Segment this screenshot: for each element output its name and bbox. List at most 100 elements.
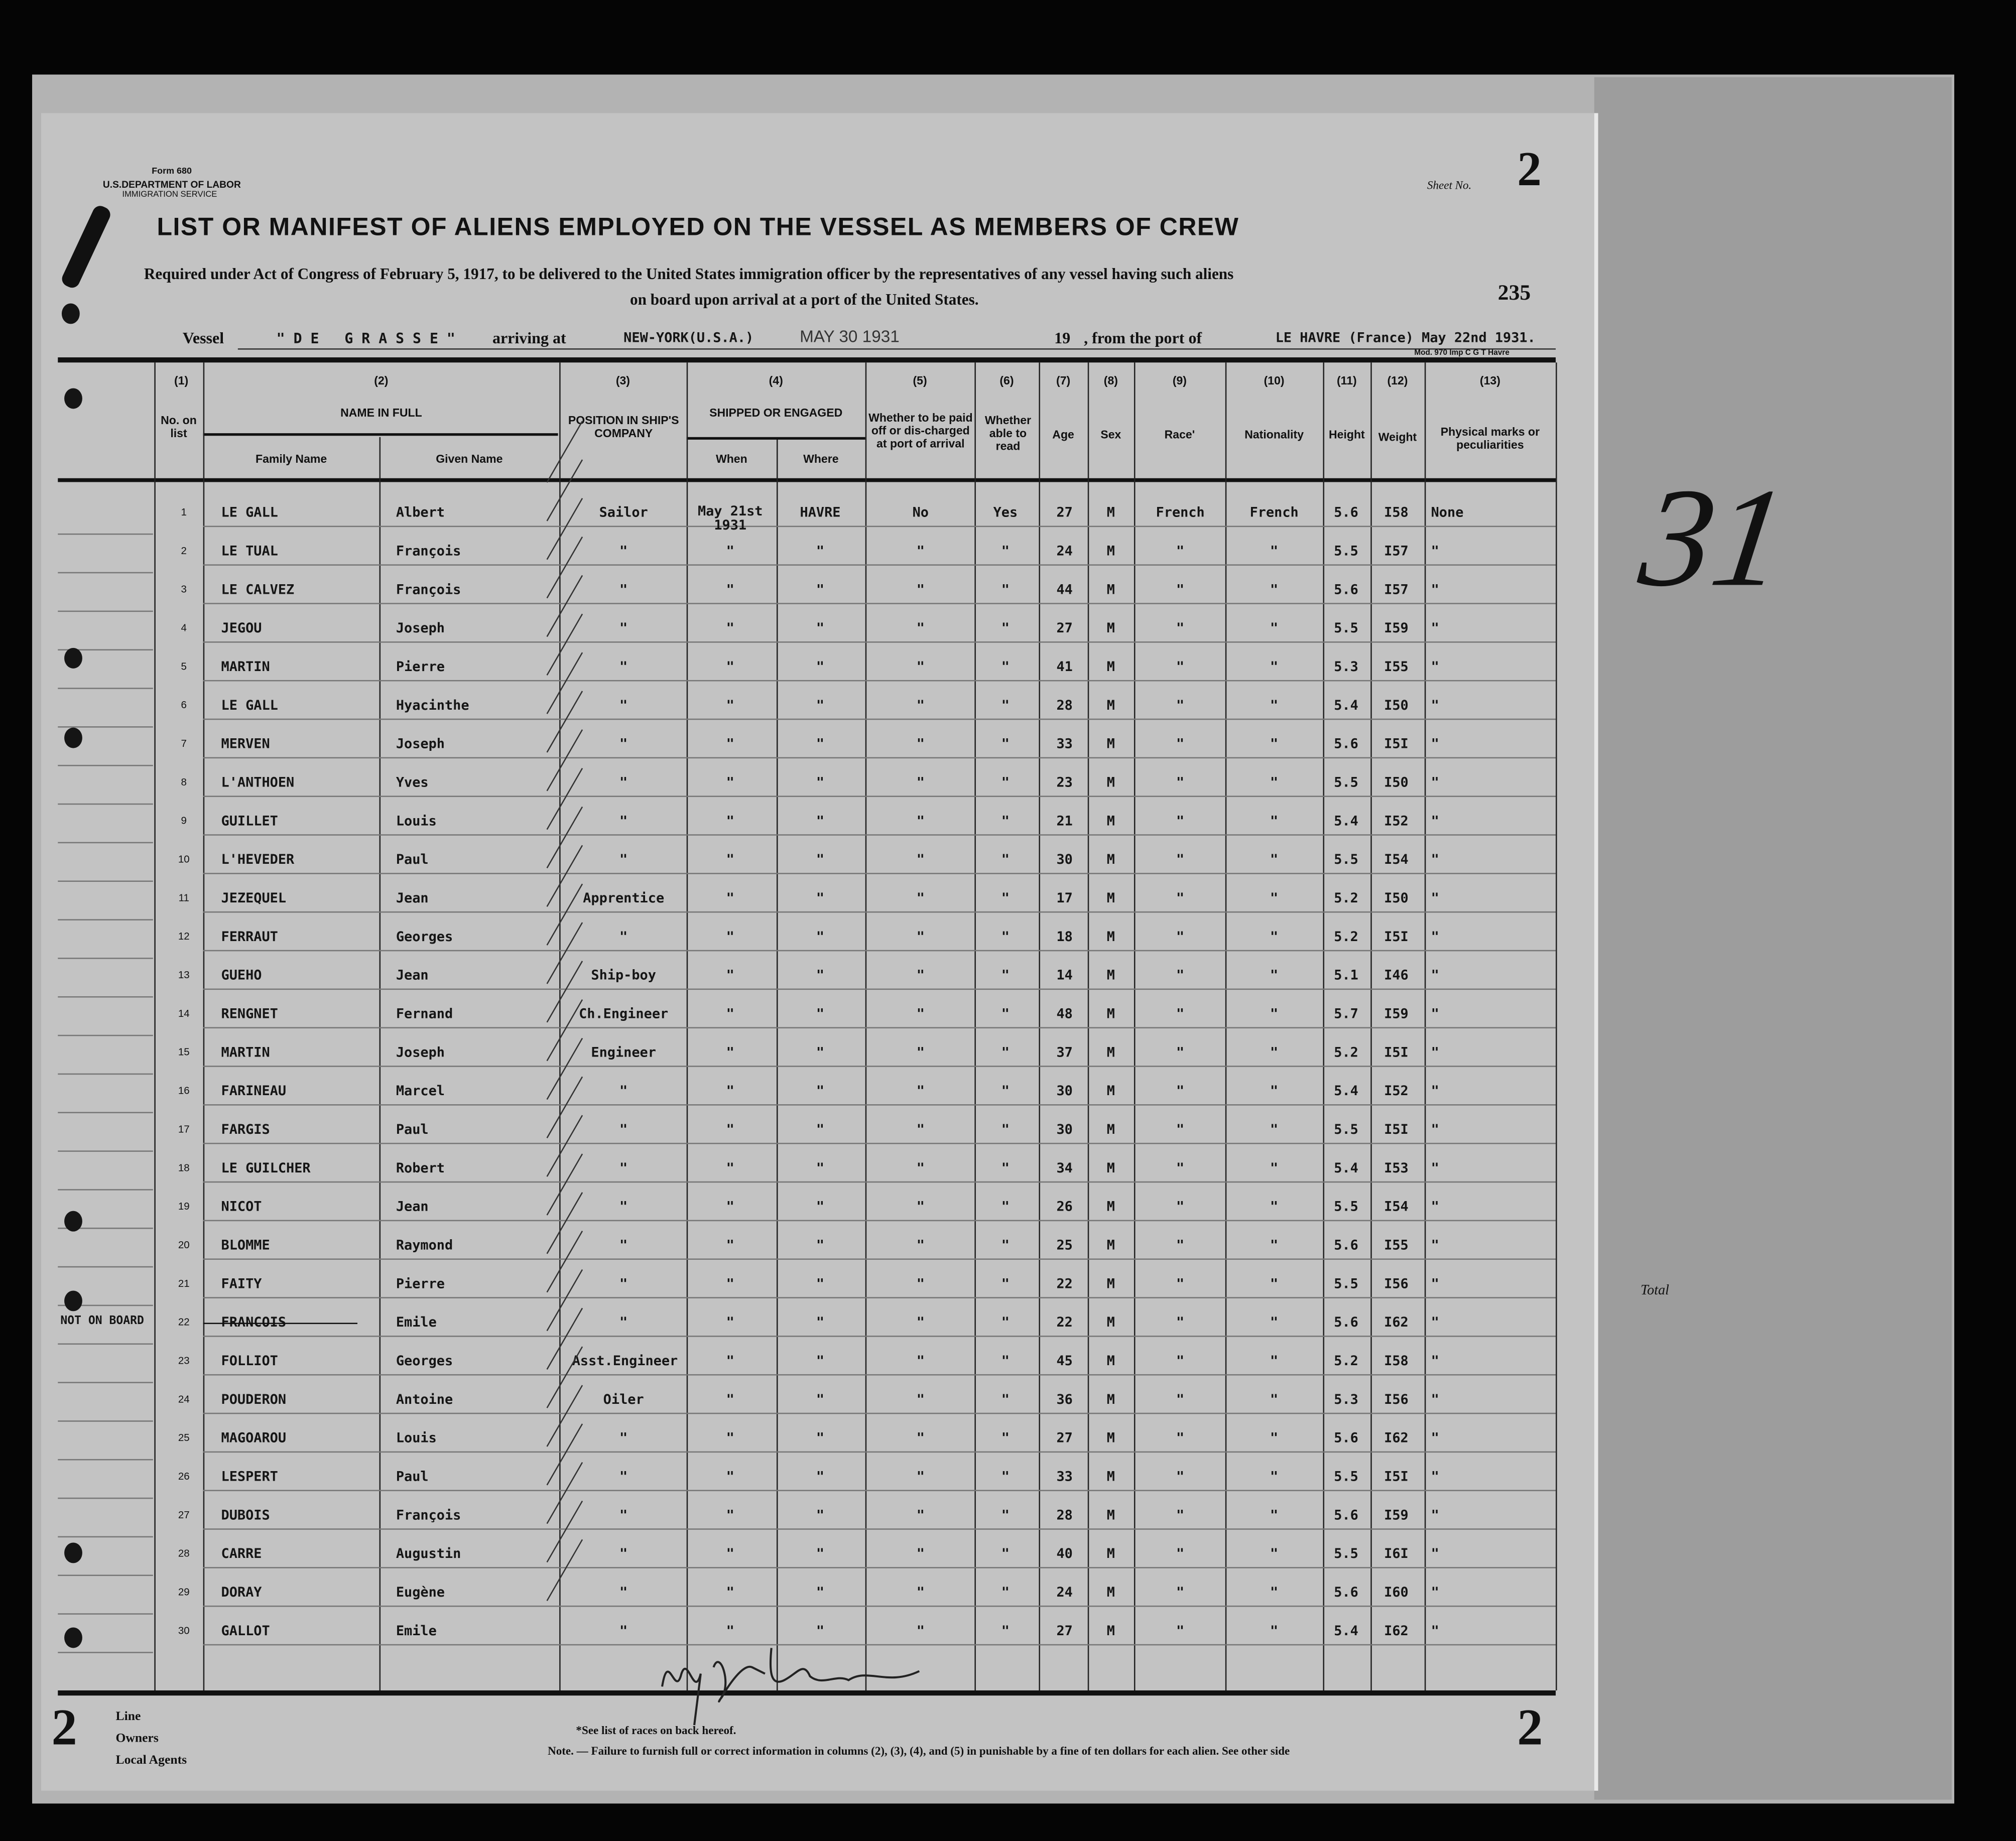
shipped-where: " bbox=[816, 1276, 825, 1292]
able-to-read: Yes bbox=[993, 505, 1018, 521]
height: 5.5 bbox=[1334, 1469, 1358, 1485]
able-to-read: " bbox=[1001, 698, 1010, 714]
paid-off: " bbox=[916, 929, 925, 945]
height: 5.6 bbox=[1334, 736, 1358, 752]
row-rule bbox=[203, 1220, 1556, 1222]
punch-hole bbox=[64, 727, 82, 748]
able-to-read: " bbox=[1001, 890, 1010, 906]
weight: I55 bbox=[1384, 1238, 1409, 1254]
header-name-full: NAME IN FULL bbox=[340, 406, 422, 419]
paid-off: " bbox=[916, 698, 925, 714]
punch-hole bbox=[64, 647, 82, 669]
weight: I5I bbox=[1384, 929, 1409, 945]
row-rule bbox=[203, 1605, 1556, 1607]
weight: I5I bbox=[1384, 1122, 1409, 1138]
row-number: 1 bbox=[181, 506, 187, 518]
shipped-when: " bbox=[726, 659, 734, 675]
shipped-when: " bbox=[726, 736, 734, 752]
column-divider bbox=[776, 439, 778, 1690]
shipped-when: " bbox=[726, 1353, 734, 1369]
shipped-when: " bbox=[726, 1045, 734, 1061]
column-number: (10) bbox=[1264, 374, 1285, 387]
able-to-read: " bbox=[1001, 814, 1010, 829]
race: " bbox=[1176, 1006, 1185, 1022]
given-name: Georges bbox=[396, 929, 453, 945]
able-to-read: " bbox=[1001, 1160, 1010, 1176]
shipped-where: " bbox=[816, 1585, 825, 1601]
family-name: RENGNET bbox=[221, 1006, 278, 1022]
shipped-where: " bbox=[816, 1623, 825, 1639]
row-number: 5 bbox=[181, 661, 187, 673]
paid-off: " bbox=[916, 1315, 925, 1331]
sex: M bbox=[1106, 852, 1115, 868]
physical-marks: " bbox=[1431, 852, 1439, 868]
given-name: Pierre bbox=[396, 659, 445, 675]
shipped-where: " bbox=[816, 582, 825, 598]
paid-off: " bbox=[916, 1546, 925, 1562]
race: " bbox=[1176, 1160, 1185, 1176]
sex: M bbox=[1106, 1122, 1115, 1138]
position: " bbox=[619, 1585, 628, 1601]
given-name: Antoine bbox=[396, 1392, 453, 1408]
race: " bbox=[1176, 544, 1185, 560]
margin-rule bbox=[58, 958, 153, 959]
row-rule bbox=[203, 1644, 1556, 1646]
row-rule bbox=[203, 1528, 1556, 1530]
age: 18 bbox=[1056, 929, 1073, 945]
paid-off: " bbox=[916, 1160, 925, 1176]
weight: I56 bbox=[1384, 1392, 1409, 1408]
punch-hole bbox=[61, 303, 80, 324]
row-rule bbox=[203, 1027, 1556, 1028]
nationality: " bbox=[1270, 1276, 1279, 1292]
column-number: (7) bbox=[1056, 374, 1071, 387]
family-name: LE TUAL bbox=[221, 544, 278, 560]
nationality: " bbox=[1270, 1508, 1279, 1524]
paid-off: " bbox=[916, 1045, 925, 1061]
sex: M bbox=[1106, 659, 1115, 675]
position: " bbox=[619, 852, 628, 868]
sex: M bbox=[1106, 1585, 1115, 1601]
physical-marks: " bbox=[1431, 1430, 1439, 1446]
physical-marks: " bbox=[1431, 1315, 1439, 1331]
name-subheader-rule bbox=[203, 433, 558, 436]
margin-rule bbox=[58, 1150, 153, 1152]
nationality: " bbox=[1270, 659, 1279, 675]
row-number: 4 bbox=[181, 622, 187, 634]
physical-marks: " bbox=[1431, 698, 1439, 714]
height: 5.4 bbox=[1334, 1623, 1358, 1639]
height: 5.6 bbox=[1334, 582, 1358, 598]
row-number: 13 bbox=[178, 969, 190, 981]
physical-marks: " bbox=[1431, 1353, 1439, 1369]
header-age: Age bbox=[1052, 428, 1074, 441]
age: 22 bbox=[1056, 1315, 1073, 1331]
row-number: 27 bbox=[178, 1509, 190, 1521]
nationality: " bbox=[1270, 1546, 1279, 1562]
paid-off: " bbox=[916, 1006, 925, 1022]
nationality: " bbox=[1270, 968, 1279, 984]
given-name: Emile bbox=[396, 1315, 437, 1331]
physical-marks: " bbox=[1431, 1084, 1439, 1099]
header-read: Whether able to read bbox=[984, 414, 1032, 453]
sex: M bbox=[1106, 505, 1115, 521]
height: 5.6 bbox=[1334, 1508, 1358, 1524]
column-number: (8) bbox=[1103, 374, 1118, 387]
row-number: 15 bbox=[178, 1046, 190, 1058]
row-number: 17 bbox=[178, 1123, 190, 1135]
physical-marks: " bbox=[1431, 1546, 1439, 1562]
sex: M bbox=[1106, 890, 1115, 906]
paid-off: " bbox=[916, 1392, 925, 1408]
nationality: " bbox=[1270, 736, 1279, 752]
arrival-port: NEW-YORK(U.S.A.) bbox=[623, 330, 754, 346]
sex: M bbox=[1106, 775, 1115, 791]
age: 24 bbox=[1056, 1585, 1073, 1601]
margin-rule bbox=[58, 919, 153, 920]
able-to-read: " bbox=[1001, 659, 1010, 675]
paid-off: " bbox=[916, 1585, 925, 1601]
header-where: Where bbox=[803, 452, 839, 466]
sheet-label: Sheet No. bbox=[1427, 179, 1472, 192]
race: " bbox=[1176, 1315, 1185, 1331]
family-name: GALLOT bbox=[221, 1623, 270, 1639]
age: 21 bbox=[1056, 814, 1073, 829]
sex: M bbox=[1106, 1353, 1115, 1369]
physical-marks: " bbox=[1431, 1199, 1439, 1215]
